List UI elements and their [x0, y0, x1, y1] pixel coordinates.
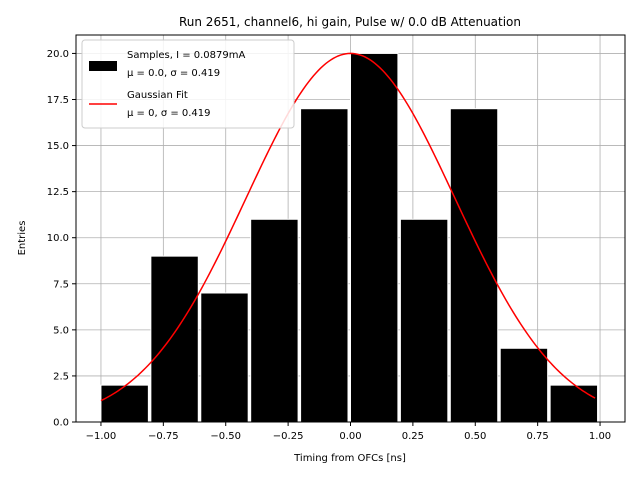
histogram-bar	[200, 292, 249, 423]
y-axis-ticks: 0.0 2.5 5.0 7.5 10.0 12.5 15.0 17.5 20.0	[47, 49, 76, 429]
legend-fit-stats: μ = 0, σ = 0.419	[127, 108, 211, 119]
y-tick-label: 10.0	[47, 233, 69, 244]
histogram-bar	[549, 384, 599, 423]
legend-box	[81, 39, 295, 129]
histogram-bar	[499, 347, 549, 423]
legend-samples-stats: μ = 0.0, σ = 0.419	[127, 68, 220, 79]
y-tick-label: 15.0	[47, 141, 69, 152]
y-tick-label: 0.0	[53, 418, 69, 429]
histogram-bar	[150, 255, 199, 423]
y-tick-label: 2.5	[53, 371, 69, 382]
histogram-bar	[250, 218, 299, 423]
legend-fit-label: Gaussian Fit	[127, 90, 188, 101]
y-tick-label: 17.5	[47, 95, 69, 106]
legend-samples-label: Samples, I = 0.0879mA	[127, 50, 245, 61]
histogram-bar	[300, 108, 349, 423]
histogram-bars	[100, 52, 599, 423]
y-tick-label: 20.0	[47, 49, 69, 60]
x-tick-label: 1.00	[589, 431, 611, 442]
x-tick-label: −0.25	[273, 431, 304, 442]
gaussian-fit-curve	[100, 52, 596, 402]
x-tick-label: 0.00	[339, 431, 361, 442]
x-axis-ticks: −1.00 −0.75 −0.50 −0.25 0.00 0.25 0.50 0.75 1.00	[86, 422, 611, 442]
fit-curve-layer	[100, 52, 596, 402]
histogram-bar	[350, 52, 399, 423]
histogram-bar	[449, 108, 499, 423]
legend: Samples, I = 0.0879mA μ = 0.0, σ = 0.419…	[81, 39, 295, 129]
y-tick-label: 5.0	[53, 325, 69, 336]
x-tick-label: −1.00	[86, 431, 117, 442]
histogram-bar	[100, 384, 149, 423]
y-tick-label: 7.5	[53, 279, 69, 290]
x-axis-label: Timing from OFCs [ns]	[293, 453, 406, 464]
x-tick-label: 0.50	[464, 431, 486, 442]
y-axis-label: Entries	[17, 221, 28, 256]
x-tick-label: 0.75	[527, 431, 549, 442]
legend-samples-swatch	[89, 61, 117, 71]
chart-title: Run 2651, channel6, hi gain, Pulse w/ 0.…	[179, 15, 521, 29]
y-tick-label: 12.5	[47, 187, 69, 198]
x-tick-label: −0.75	[148, 431, 179, 442]
histogram-bar	[399, 218, 449, 423]
x-tick-label: −0.50	[210, 431, 241, 442]
x-tick-label: 0.25	[402, 431, 424, 442]
